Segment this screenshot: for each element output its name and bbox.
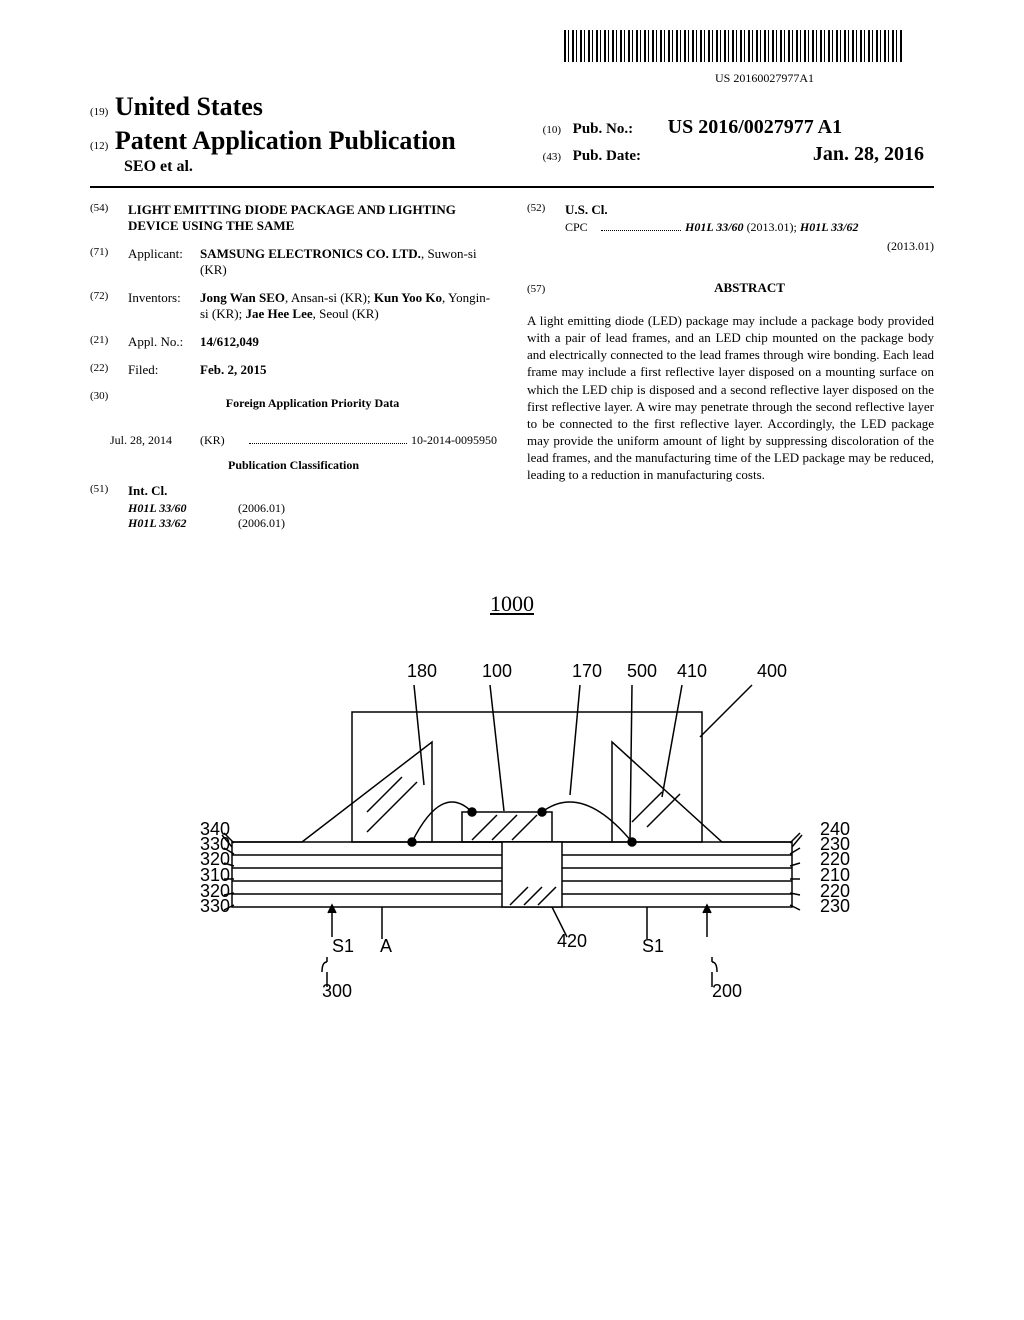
foreign-header: Foreign Application Priority Data [128, 396, 497, 411]
filed-label: Filed: [128, 362, 200, 378]
country-name: United States [115, 92, 263, 121]
barcode-graphic [564, 30, 904, 62]
authors-line: SEO et al. [124, 158, 513, 176]
applicant-label: Applicant: [128, 246, 200, 262]
foreign-num: 10-2014-0095950 [411, 433, 497, 448]
figure-number: 1000 [90, 591, 934, 617]
intcl-prefix: (51) [90, 483, 128, 495]
filed-prefix: (22) [90, 362, 128, 374]
patent-figure: 1801001705004104003403303203103203302402… [152, 637, 872, 1037]
svg-text:170: 170 [572, 661, 602, 681]
filed-value: Feb. 2, 2015 [200, 362, 497, 378]
appl-prefix: (21) [90, 334, 128, 346]
invention-title: LIGHT EMITTING DIODE PACKAGE AND LIGHTIN… [128, 202, 497, 234]
svg-text:180: 180 [407, 661, 437, 681]
intcl-label: Int. Cl. [128, 483, 497, 499]
intcl-ver-1: (2006.01) [238, 516, 285, 531]
intcl-code-0: H01L 33/60 [128, 501, 238, 516]
intcl-ver-0: (2006.01) [238, 501, 285, 516]
svg-text:200: 200 [712, 981, 742, 1001]
applicant-prefix: (71) [90, 246, 128, 258]
dots [249, 433, 407, 444]
svg-text:A: A [380, 936, 392, 956]
intcl-code-1: H01L 33/62 [128, 516, 238, 531]
barcode-container [90, 30, 934, 67]
applicant-name: SAMSUNG ELECTRONICS CO. LTD. [200, 246, 421, 261]
svg-text:400: 400 [757, 661, 787, 681]
country-prefix: (19) [90, 106, 108, 118]
pubclass-header: Publication Classification [90, 458, 497, 473]
cpc-label: CPC [565, 220, 597, 235]
svg-text:330: 330 [200, 896, 230, 916]
pub-date-value: Jan. 28, 2016 [813, 143, 934, 166]
pub-no-prefix: (10) [543, 124, 573, 136]
foreign-date: Jul. 28, 2014 [110, 433, 200, 448]
header-divider [90, 186, 934, 188]
inventors-label: Inventors: [128, 290, 200, 306]
inventors-prefix: (72) [90, 290, 128, 302]
doc-type: Patent Application Publication [115, 126, 456, 155]
svg-text:230: 230 [820, 896, 850, 916]
foreign-country: (KR) [200, 433, 245, 448]
cpc-value: H01L 33/60 (2013.01); H01L 33/62 [685, 220, 858, 235]
uscl-prefix: (52) [527, 202, 565, 214]
abstract-body: A light emitting diode (LED) package may… [527, 312, 934, 484]
pub-date-prefix: (43) [543, 151, 573, 163]
pub-no-value: US 2016/0027977 A1 [668, 116, 842, 139]
pub-no-label: Pub. No.: [573, 121, 668, 138]
appl-value: 14/612,049 [200, 334, 497, 350]
pub-date-label: Pub. Date: [573, 148, 668, 165]
svg-text:300: 300 [322, 981, 352, 1001]
svg-text:500: 500 [627, 661, 657, 681]
title-prefix: (54) [90, 202, 128, 214]
uscl-label: U.S. Cl. [565, 202, 934, 218]
abstract-header: ABSTRACT [565, 280, 934, 296]
svg-text:100: 100 [482, 661, 512, 681]
inventors-value: Jong Wan SEO, Ansan-si (KR); Kun Yoo Ko,… [200, 290, 497, 322]
foreign-prefix: (30) [90, 390, 128, 402]
barcode-number: US 20160027977A1 [90, 71, 934, 86]
svg-text:410: 410 [677, 661, 707, 681]
appl-label: Appl. No.: [128, 334, 200, 350]
abstract-prefix: (57) [527, 283, 565, 295]
svg-text:420: 420 [557, 931, 587, 951]
svg-text:S1: S1 [642, 936, 664, 956]
cpc-suffix: (2013.01) [527, 239, 934, 254]
svg-text:S1: S1 [332, 936, 354, 956]
cpc-dots [601, 220, 681, 231]
figure-container: 1000 [90, 591, 934, 1042]
doc-type-prefix: (12) [90, 140, 108, 152]
